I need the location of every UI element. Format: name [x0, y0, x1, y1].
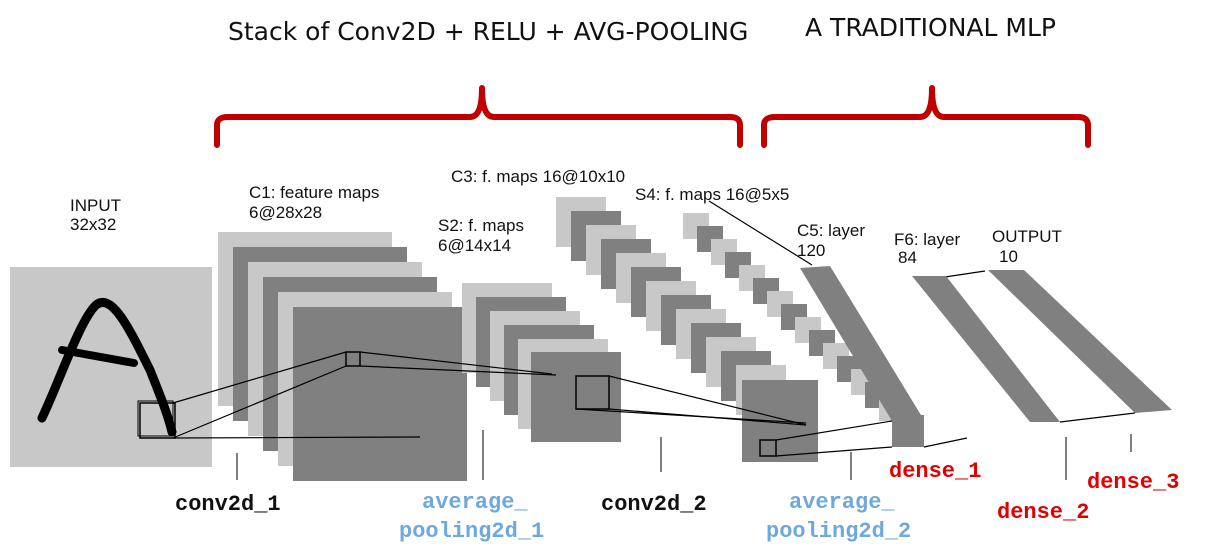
output-label: OUTPUT [992, 227, 1062, 246]
dense-3-label: dense_3 [1087, 470, 1179, 495]
s2-size-label: 6@14x14 [438, 236, 511, 255]
s4-label: S4: f. maps 16@5x5 [635, 185, 789, 204]
f6-size-label: 84 [898, 248, 917, 267]
input-image [10, 267, 212, 467]
s2-label: S2: f. maps [438, 216, 524, 235]
connection-lines [172, 200, 1136, 457]
c5-size-label: 120 [797, 241, 825, 260]
mlp-title: A TRADITIONAL MLP [805, 13, 1056, 42]
f6-layer-band [912, 276, 1060, 422]
output-size-label: 10 [999, 247, 1018, 266]
avg-pool-2-label-line1: average_ [789, 490, 895, 515]
c1-size-label: 6@28x28 [249, 203, 322, 222]
f6-label: F6: layer [894, 230, 960, 249]
input-label: INPUT [70, 196, 121, 215]
c5-layer-band [800, 266, 924, 421]
conv2d-2-label: conv2d_2 [601, 492, 707, 517]
s2-feature-maps [462, 283, 621, 442]
conv-stack-brace [214, 85, 743, 148]
handwritten-a-glyph [37, 298, 177, 437]
avg-pool-2-label-line2: pooling2d_2 [766, 519, 911, 544]
conv2d-1-label: conv2d_1 [175, 492, 281, 517]
avg-pool-1-label-line2: pooling2d_1 [399, 519, 544, 544]
c3-label: C3: f. maps 16@10x10 [451, 167, 625, 186]
c1-feature-maps [218, 232, 467, 481]
dense-1-label: dense_1 [889, 459, 981, 484]
input-size-label: 32x32 [70, 215, 116, 234]
tick-markers [236, 430, 1132, 480]
c5-label: C5: layer [797, 221, 865, 240]
output-layer-band [988, 270, 1172, 413]
conv-stack-title: Stack of Conv2D + RELU + AVG-POOLING [228, 17, 748, 46]
c1-label: C1: feature maps [249, 183, 379, 202]
avg-pool-1-label-line1: average_ [422, 490, 528, 515]
c3-feature-maps [556, 197, 818, 462]
dense-2-label: dense_2 [997, 500, 1089, 525]
mlp-brace [761, 85, 1091, 148]
